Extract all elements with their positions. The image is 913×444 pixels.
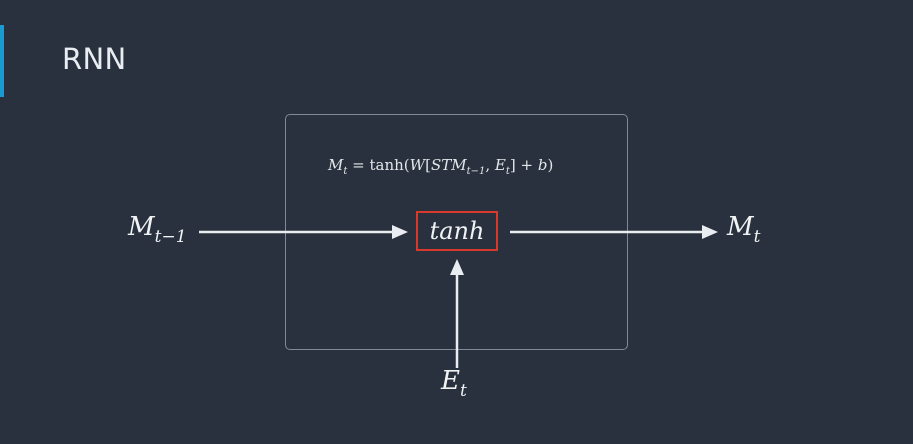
embedding-symbol: E <box>441 366 460 396</box>
arrow-output-head <box>702 225 718 239</box>
embedding-subscript: t <box>459 381 467 401</box>
arrow-prev-memory-head <box>392 225 408 239</box>
title-accent-bar <box>0 25 4 97</box>
prev-memory-subscript: t−1 <box>154 227 187 247</box>
equation-lhs-var: M <box>328 156 344 174</box>
equation-embedding: E <box>494 156 506 174</box>
equation-bracket-open: [ <box>425 156 431 174</box>
equation-bias: b <box>537 156 548 174</box>
output-memory-label: Mt <box>727 212 760 246</box>
equation-bracket-close: ] + <box>509 156 538 174</box>
equation-weight: W <box>409 156 426 174</box>
equation-separator: , <box>485 156 495 174</box>
equation-stm: STM <box>430 156 467 174</box>
prev-memory-label: Mt−1 <box>128 212 187 246</box>
prev-memory-symbol: M <box>128 212 155 242</box>
arrow-embedding-head <box>450 259 464 275</box>
tanh-label: tanh <box>429 217 485 245</box>
equation-func: tanh( <box>369 156 410 174</box>
equation-stm-sub: t−1 <box>466 166 486 177</box>
slide-title: RNN <box>62 42 127 76</box>
equation-close: ) <box>547 156 554 174</box>
output-memory-subscript: t <box>753 227 761 247</box>
tanh-activation-box: tanh <box>416 211 498 251</box>
equation-embedding-sub: t <box>505 166 510 177</box>
embedding-label: Et <box>441 366 467 400</box>
rnn-equation: Mt = tanh(W[STMt−1, Et] + b) <box>328 156 554 177</box>
output-memory-symbol: M <box>727 212 754 242</box>
equation-lhs-sub: t <box>343 166 348 177</box>
